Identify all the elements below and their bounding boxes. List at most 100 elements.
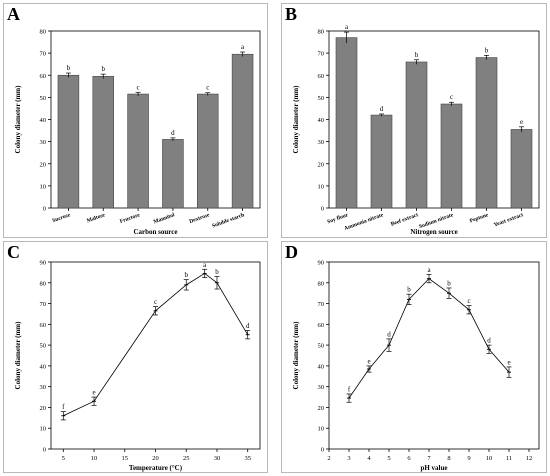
y-tick-label: 30 <box>318 384 325 391</box>
y-tick-label: 50 <box>318 343 325 350</box>
x-tick-label: Soy flour <box>327 212 350 225</box>
x-tick-label: 2 <box>327 455 330 462</box>
significance-letter: c <box>137 83 140 91</box>
x-tick-label: Beef extract <box>390 212 419 228</box>
line-chart-temperature: 0 10 20 30 40 50 60 70 80 90 Colony diameter (mm) 5… <box>14 260 261 472</box>
y-tick-label: 0 <box>43 447 46 454</box>
y-tick-label: 10 <box>40 426 47 433</box>
significance-letter: d <box>487 337 491 345</box>
x-tick-label: Maltose <box>86 212 106 224</box>
bar-chart-carbon-source: 0 10 20 30 40 50 60 70 80 Colony diameter (mm) b Su… <box>14 29 261 236</box>
significance-letter: b <box>415 51 419 59</box>
y-tick-label: 80 <box>318 29 325 36</box>
significance-letter: f <box>62 403 65 411</box>
y-tick-label: 50 <box>40 95 47 102</box>
significance-letter: a <box>203 261 207 269</box>
significance-letter: f <box>348 385 351 393</box>
y-tick-label: 90 <box>318 260 325 267</box>
y-tick-label: 0 <box>321 206 324 213</box>
bar <box>92 76 115 209</box>
x-tick-label: 4 <box>367 455 371 462</box>
plot-frame <box>50 261 261 450</box>
significance-letter: c <box>206 84 209 92</box>
significance-letter: a <box>345 23 349 31</box>
y-tick-label: 10 <box>40 183 47 190</box>
bar-chart-nitrogen-source: 0 10 20 30 40 50 60 70 80 Colony diameter (mm) a So… <box>292 23 540 236</box>
chart-panel-d: D 0 10 20 30 40 50 60 70 80 90 Colony diameter (mm… <box>281 241 547 473</box>
bar <box>162 139 184 209</box>
x-tick-label: 5 <box>387 455 390 462</box>
y-tick-label: 10 <box>318 426 325 433</box>
x-tick-label: Mannitol <box>153 212 176 225</box>
plot-frame <box>50 30 261 209</box>
y-tick-label: 80 <box>40 280 47 287</box>
bar <box>405 61 428 209</box>
y-tick-label: 70 <box>40 51 47 58</box>
significance-letter: d <box>380 105 384 113</box>
y-tick-label: 40 <box>318 363 325 370</box>
y-tick-label: 30 <box>40 384 47 391</box>
bar <box>127 93 149 209</box>
y-axis-label: Colony diameter (mm) <box>292 321 300 390</box>
chart-panel-c: C 0 10 20 30 40 50 60 70 80 90 Colony diameter (mm… <box>3 241 268 473</box>
y-tick-label: 80 <box>40 29 47 36</box>
y-tick-label: 60 <box>40 322 47 329</box>
significance-letter: b <box>215 268 219 276</box>
significance-letter: b <box>485 46 489 54</box>
panel-letter-b: B <box>285 4 298 24</box>
panel-letter-c: C <box>7 242 20 262</box>
bar <box>231 53 254 209</box>
y-tick-label: 70 <box>40 301 47 308</box>
chart-panel-b: B 0 10 20 30 40 50 60 70 80 Colony diameter (mm) a… <box>281 3 547 238</box>
x-tick-label: 10 <box>486 455 493 462</box>
x-tick-label: 15 <box>122 455 129 462</box>
y-axis-label: Colony diameter (mm) <box>14 321 22 390</box>
x-axis-label: Temperature (°C) <box>129 464 183 472</box>
bar <box>510 129 533 209</box>
significance-letter: b <box>184 271 188 279</box>
x-tick-label: 35 <box>244 455 251 462</box>
x-tick-label: 9 <box>467 455 470 462</box>
significance-letter: e <box>520 118 523 126</box>
y-tick-label: 20 <box>318 161 325 168</box>
x-tick-label: 10 <box>91 455 98 462</box>
y-tick-label: 40 <box>40 117 47 124</box>
significance-letter: c <box>154 298 157 306</box>
panel-letter-d: D <box>285 242 298 262</box>
y-tick-label: 20 <box>40 405 47 412</box>
x-tick-label: Dextrose <box>189 212 211 225</box>
significance-letter: b <box>407 286 411 294</box>
bar <box>475 57 498 209</box>
x-tick-label: 12 <box>526 455 533 462</box>
y-tick-label: 90 <box>40 260 47 267</box>
x-tick-label: Peptone <box>469 212 490 224</box>
y-tick-label: 40 <box>40 363 47 370</box>
x-tick-label: 11 <box>506 455 512 462</box>
x-tick-label: 6 <box>407 455 411 462</box>
significance-letter: a <box>241 43 245 51</box>
series-line <box>348 278 510 399</box>
significance-letter: e <box>507 358 510 366</box>
x-tick-label: 25 <box>183 455 190 462</box>
y-tick-label: 50 <box>40 343 47 350</box>
plot-frame <box>328 261 540 450</box>
x-tick-label: 20 <box>152 455 159 462</box>
x-axis-label: pH value <box>420 464 447 472</box>
significance-letter: b <box>67 64 71 72</box>
bar <box>370 114 393 209</box>
y-tick-label: 20 <box>318 405 325 412</box>
plot-frame <box>328 30 540 209</box>
y-tick-label: 30 <box>40 139 47 146</box>
x-tick-label: 7 <box>427 455 431 462</box>
bar <box>57 74 80 209</box>
x-axis-label: Nitrogen source <box>410 228 457 236</box>
bar <box>197 93 219 209</box>
significance-letter: d <box>387 330 391 338</box>
x-axis-label: Carbon source <box>133 228 177 236</box>
y-tick-label: 40 <box>318 117 325 124</box>
significance-letter: c <box>450 93 453 101</box>
y-tick-label: 30 <box>318 139 325 146</box>
y-tick-label: 60 <box>40 73 47 80</box>
y-axis-label: Colony diameter (mm) <box>14 85 22 154</box>
x-tick-label: 5 <box>62 455 65 462</box>
